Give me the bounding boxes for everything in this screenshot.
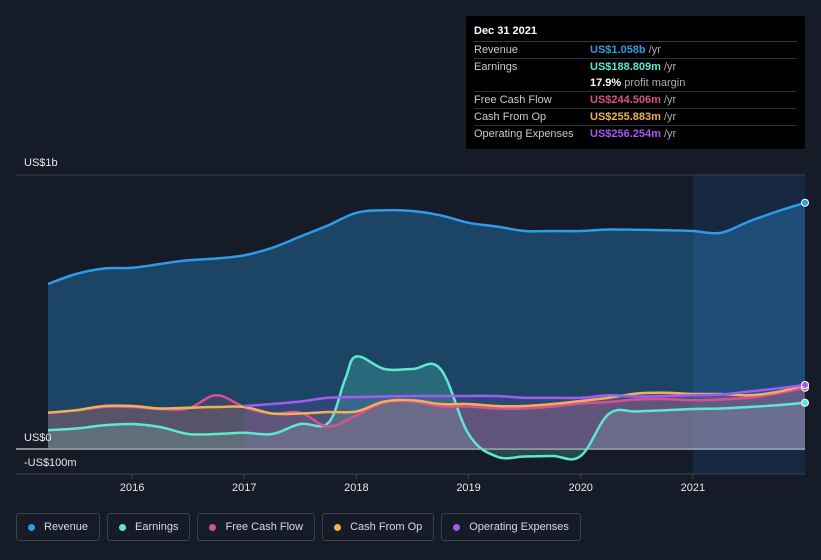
chart-area: US$1b US$0 -US$100m 2016 2017 2018 2019 2020… (16, 157, 809, 494)
free-cash-flow-line (47, 386, 806, 428)
tooltip-unit: /yr (663, 128, 677, 140)
legend-item-free-cash-flow[interactable]: Free Cash Flow (197, 513, 316, 541)
legend-label: Earnings (135, 521, 179, 533)
tooltip-value: US$255.883m (590, 111, 661, 123)
revenue-line (47, 201, 806, 286)
x-tick-label: 2018 (344, 482, 368, 494)
legend-dot-icon (209, 523, 217, 531)
tooltip-date: Dec 31 2021 (474, 23, 797, 42)
tooltip-row-revenue: Revenue US$1.058b /yr (474, 42, 797, 59)
legend: Revenue Earnings Free Cash Flow Cash Fro… (16, 513, 581, 543)
tooltip-label: Revenue (474, 44, 519, 56)
legend-label: Operating Expenses (469, 521, 569, 533)
legend-item-operating-expenses[interactable]: Operating Expenses (441, 513, 581, 541)
tooltip-row-opex: Operating Expenses US$256.254m /yr (474, 126, 797, 142)
tooltip-label: Cash From Op (474, 111, 547, 123)
legend-label: Free Cash Flow (225, 521, 304, 533)
tooltip-unit: /yr (663, 94, 677, 106)
legend-label: Revenue (44, 521, 89, 533)
x-tick-label: 2019 (456, 482, 480, 494)
tooltip-value: US$1.058b (590, 44, 646, 56)
earnings-end-point (801, 398, 809, 407)
tooltip-label: Free Cash Flow (474, 94, 552, 106)
x-tick-label: 2021 (681, 482, 705, 494)
legend-item-revenue[interactable]: Revenue (16, 513, 101, 541)
legend-dot-icon (334, 523, 342, 531)
revenue-area (48, 202, 805, 449)
legend-item-cash-from-op[interactable]: Cash From Op (322, 513, 435, 541)
tooltip-value: US$188.809m (590, 61, 661, 73)
x-tick-label: 2016 (120, 482, 144, 494)
tooltip-unit: /yr (648, 44, 661, 56)
tooltip-label: Operating Expenses (474, 128, 574, 140)
tooltip-label (474, 75, 590, 91)
earnings-line (47, 355, 806, 461)
tooltip-value: 17.9% (590, 77, 622, 89)
tooltip-value: US$256.254m (590, 128, 661, 140)
legend-dot-icon (119, 523, 127, 531)
operating-expenses-line (244, 383, 806, 408)
legend-dot-icon (453, 523, 461, 531)
x-tick-label: 2017 (232, 482, 256, 494)
y-axis-label-top: US$1b (24, 157, 58, 169)
tooltip-unit: profit margin (624, 77, 686, 89)
tooltip-row-earnings: Earnings US$188.809m /yr (474, 59, 797, 75)
tooltip-unit: /yr (663, 61, 677, 73)
x-axis-ticks: 2016 2017 2018 2019 2020 2021 (120, 474, 705, 494)
y-axis-label-bottom: -US$100m (24, 457, 77, 469)
tooltip-row-cfo: Cash From Op US$255.883m /yr (474, 109, 797, 126)
y-axis-label-zero: US$0 (24, 432, 52, 444)
legend-dot-icon (28, 523, 35, 531)
tooltip-unit: /yr (663, 111, 677, 123)
forecast-highlight (693, 175, 805, 474)
legend-item-earnings[interactable]: Earnings (107, 513, 191, 541)
x-tick-label: 2020 (568, 482, 592, 494)
tooltip: Dec 31 2021 Revenue US$1.058b /yr Earnin… (466, 16, 805, 149)
tooltip-row-margin: 17.9% profit margin (474, 75, 797, 92)
tooltip-row-fcf: Free Cash Flow US$244.506m /yr (474, 92, 797, 109)
tooltip-label: Earnings (474, 61, 518, 73)
series-layer (47, 198, 809, 461)
operating-expenses-end-point (801, 381, 809, 389)
revenue-end-point (801, 198, 809, 207)
cash-from-op-line (47, 383, 806, 416)
tooltip-value: US$244.506m (590, 94, 661, 106)
legend-label: Cash From Op (350, 521, 423, 533)
